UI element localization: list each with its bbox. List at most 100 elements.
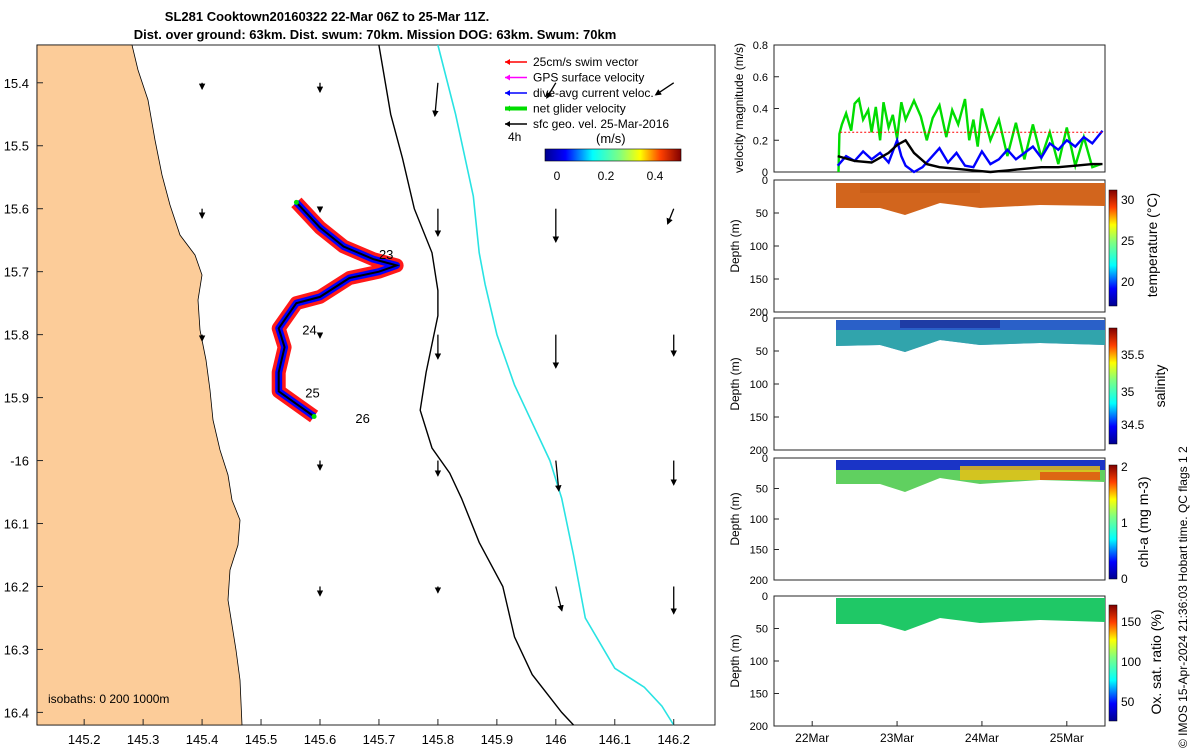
- time-tick-label: 25Mar: [1050, 731, 1084, 745]
- map-xtick-label: 145.6: [304, 732, 337, 747]
- day-mark-25: 25: [305, 386, 319, 401]
- map-xtick-label: 145.7: [363, 732, 396, 747]
- map-ytick-label: 15.6: [4, 202, 29, 217]
- profile-panels: 0 0.2 0.4 0.6 0.8 velocity magnitude (m/s) t…: [728, 40, 1168, 745]
- map-legend: 25cm/s swim vector GPS surface velocitydi…: [505, 55, 682, 183]
- depth-label-3: Depth (m): [728, 634, 742, 687]
- map-xtick-label: 145.9: [481, 732, 514, 747]
- map-ytick-label: 15.5: [4, 139, 29, 154]
- velocity-series-0: [837, 96, 1102, 173]
- map-xtick-label: 145.2: [68, 732, 101, 747]
- map-xtick-label: 146: [545, 732, 567, 747]
- time-tick-label: 24Mar: [965, 731, 999, 745]
- map-xtick-label: 146.1: [599, 732, 632, 747]
- glider-track: [277, 201, 400, 418]
- svg-text:30: 30: [1121, 193, 1135, 207]
- oxygen-cbar-label: Ox. sat. ratio (%): [1148, 609, 1164, 714]
- depth-tick-label: 150: [750, 274, 768, 286]
- geo-vector: [555, 586, 564, 612]
- credit-line: © IMOS 15-Apr-2024 21:36:03 Hobart time.…: [1176, 446, 1190, 748]
- legend-arrow-1: [505, 74, 510, 81]
- depth-tick-label: 50: [756, 484, 768, 496]
- map-ytick-label: 16.3: [4, 642, 29, 657]
- svg-text:50: 50: [1121, 695, 1135, 709]
- svg-text:25: 25: [1121, 234, 1135, 248]
- svg-text:35.5: 35.5: [1121, 348, 1145, 362]
- map-ytick-label: 15.4: [4, 76, 29, 91]
- temperature-cbar-label: temperature (°C): [1144, 193, 1160, 297]
- geo-vector: [546, 82, 557, 99]
- depth-tick-label: 0: [762, 453, 768, 465]
- scale-label: 4h: [508, 130, 521, 144]
- track-start: [293, 199, 299, 205]
- salinity-cbar-label: salinity: [1152, 365, 1168, 408]
- depth-tick-label: 0: [762, 591, 768, 603]
- geo-vector: [666, 208, 675, 225]
- svg-text:150: 150: [1121, 615, 1141, 629]
- map-ytick-label: 16.1: [4, 517, 29, 532]
- velocity-ylabel: velocity magnitude (m/s): [732, 43, 746, 173]
- chla-colorbar: [1108, 464, 1118, 580]
- svg-text:1: 1: [1121, 516, 1128, 530]
- chla-cbar-label: chl-a (mg m-3): [1135, 476, 1151, 567]
- cbar-tick-0: 0: [554, 169, 561, 183]
- legend-label-4: sfc geo. vel. 25-Mar-2016: [533, 117, 669, 131]
- track-end: [311, 413, 317, 419]
- legend-label-0: 25cm/s swim vector: [533, 55, 638, 69]
- legend-arrow-3: [505, 105, 510, 112]
- geo-vector: [654, 82, 675, 96]
- legend-label-1: GPS surface velocity: [533, 71, 644, 85]
- geo-vector: [555, 460, 562, 492]
- title-line-1: SL281 Cooktown20160322 22-Mar 06Z to 25-…: [164, 9, 490, 24]
- depth-tick-label: 100: [750, 514, 768, 526]
- geo-vector: [432, 82, 439, 118]
- day-mark-26: 26: [355, 411, 369, 426]
- title-line-2: Dist. over ground: 63km. Dist. swum: 70k…: [133, 27, 617, 42]
- depth-tick-label: 100: [750, 379, 768, 391]
- depth-tick-label: 200: [750, 307, 768, 319]
- depth-tick-label: 150: [750, 689, 768, 701]
- map-ytick-label: 16.4: [4, 705, 29, 720]
- depth-tick-label: 200: [750, 721, 768, 733]
- map-xtick-label: 145.8: [422, 732, 455, 747]
- svg-text:35: 35: [1121, 385, 1135, 399]
- depth-tick-label: 150: [750, 412, 768, 424]
- land: [36, 44, 243, 726]
- time-tick-label: 22Mar: [795, 731, 829, 745]
- oxygen-field: [836, 598, 1105, 631]
- legend-label-2: dive-avg current veloc.: [533, 86, 654, 100]
- vel-ytick-label: 0.2: [753, 135, 768, 147]
- svg-text:100: 100: [1121, 655, 1141, 669]
- cbar-tick-1: 0.2: [598, 169, 615, 183]
- depth-tick-label: 100: [750, 656, 768, 668]
- map-ytick-label: 15.8: [4, 328, 29, 343]
- vel-ytick-label: 0.4: [753, 104, 768, 116]
- isobaths-label: isobaths: 0 200 1000m: [48, 692, 169, 706]
- vel-ytick-label: 0.6: [753, 72, 768, 84]
- depth-tick-label: 50: [756, 208, 768, 220]
- depth-label-1: Depth (m): [728, 357, 742, 410]
- svg-text:34.5: 34.5: [1121, 418, 1145, 432]
- salinity-colorbar: [1108, 327, 1118, 445]
- legend-label-3: net glider velocity: [533, 102, 626, 116]
- oxygen-colorbar: [1108, 604, 1118, 722]
- colorbar-unit: (m/s): [596, 131, 626, 146]
- svg-text:0: 0: [1121, 572, 1128, 586]
- day-mark-24: 24: [302, 323, 316, 338]
- depth-label-0: Depth (m): [728, 219, 742, 272]
- map-ytick-label: 16.2: [4, 579, 29, 594]
- legend-arrow-0: [505, 59, 510, 65]
- map-xtick-label: 145.5: [245, 732, 278, 747]
- svg-text:20: 20: [1121, 275, 1135, 289]
- speed-colorbar: [544, 148, 682, 162]
- map-xtick-label: 145.4: [186, 732, 219, 747]
- map-ytick-label: -16: [10, 454, 29, 469]
- track-map: 23 24 25 26 145.2 145.3 145.4 145.5 145.6 145.7 1…: [4, 44, 716, 747]
- depth-tick-label: 50: [756, 346, 768, 358]
- map-ytick-label: 15.9: [4, 391, 29, 406]
- map-xtick-label: 145.3: [127, 732, 160, 747]
- depth-tick-label: 0: [762, 313, 768, 325]
- depth-tick-label: 200: [750, 445, 768, 457]
- vel-ytick-label: 0: [762, 167, 768, 179]
- legend-arrow-2: [505, 90, 510, 96]
